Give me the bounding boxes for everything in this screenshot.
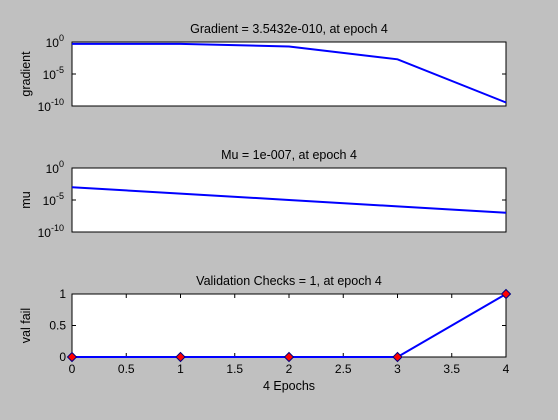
- x-tick-label: 1: [177, 362, 184, 376]
- x-tick-label: 2: [286, 362, 293, 376]
- series-line: [72, 42, 507, 104]
- x-tick-label: 2.5: [335, 362, 352, 376]
- y-tick-label: 0: [59, 350, 66, 364]
- x-tick-label: 0.5: [118, 362, 135, 376]
- x-tick-label: 3: [394, 362, 401, 376]
- y-tick-label: 100: [46, 159, 64, 176]
- y-tick-label: 10-5: [43, 65, 64, 82]
- y-axis-label: mu: [19, 191, 33, 208]
- data-point-marker: [66, 351, 78, 363]
- y-tick-label: 1: [59, 287, 66, 301]
- x-tick-label: 0: [69, 362, 76, 376]
- y-tick-label: 10-5: [43, 191, 64, 208]
- y-tick-label: 10-10: [38, 97, 64, 114]
- x-tick-label: 1.5: [226, 362, 243, 376]
- y-tick-label: 0.5: [49, 319, 66, 333]
- series-line: [71, 186, 507, 214]
- subplot-1: Gradient = 3.5432e-010, at epoch 4 gradie…: [19, 22, 507, 114]
- subplot-title: Gradient = 3.5432e-010, at epoch 4: [190, 22, 388, 36]
- subplot-title: Mu = 1e-007, at epoch 4: [221, 148, 357, 162]
- subplot-2: Mu = 1e-007, at epoch 4 mu 100 10-5 10-10: [19, 148, 507, 240]
- y-axis-label: val fail: [19, 308, 33, 343]
- subplot-3: Validation Checks = 1, at epoch 4 val fai…: [19, 274, 512, 393]
- y-axis-label: gradient: [19, 51, 33, 97]
- data-point-marker: [500, 288, 512, 300]
- y-tick-label: 10-10: [38, 223, 64, 240]
- data-point-marker: [283, 351, 295, 363]
- axes-box: [71, 293, 507, 358]
- subplot-title: Validation Checks = 1, at epoch 4: [196, 274, 382, 288]
- axes-box: [71, 41, 507, 107]
- x-tick-label: 3.5: [443, 362, 460, 376]
- x-axis-label: 4 Epochs: [263, 379, 315, 393]
- x-tick-label: 4: [503, 362, 510, 376]
- data-point-marker: [175, 351, 186, 363]
- data-point-marker: [392, 351, 403, 363]
- y-tick-label: 100: [46, 33, 64, 50]
